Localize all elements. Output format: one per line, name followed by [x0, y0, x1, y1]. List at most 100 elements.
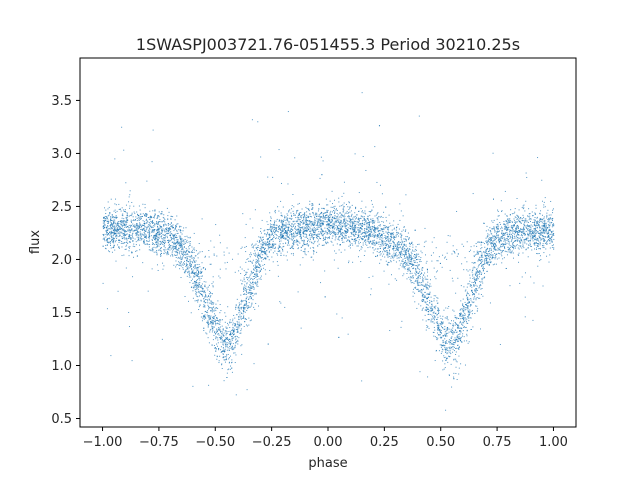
data-point	[325, 231, 327, 233]
data-point	[399, 203, 401, 205]
data-point	[398, 243, 400, 245]
data-point	[320, 216, 322, 218]
data-point	[242, 313, 244, 315]
data-point	[409, 267, 411, 269]
data-point	[314, 217, 316, 219]
data-point	[110, 230, 112, 232]
data-point	[108, 221, 110, 223]
data-point	[192, 248, 194, 250]
data-point	[274, 233, 276, 235]
data-point	[313, 253, 315, 255]
data-point	[531, 215, 533, 217]
data-point	[543, 226, 545, 228]
data-point	[146, 222, 148, 224]
data-point	[344, 230, 346, 232]
data-point	[294, 157, 296, 159]
data-point	[319, 225, 321, 227]
data-point	[546, 216, 548, 218]
data-point	[292, 247, 294, 249]
data-point	[249, 287, 251, 289]
data-point	[499, 223, 501, 225]
data-point	[545, 223, 547, 225]
data-point	[347, 212, 349, 214]
data-point	[516, 214, 518, 216]
data-point	[214, 308, 216, 310]
data-point	[193, 276, 195, 278]
data-point	[276, 230, 278, 232]
data-point	[476, 297, 478, 299]
data-point	[158, 249, 160, 251]
data-point	[470, 317, 472, 319]
data-point	[514, 240, 516, 242]
data-point	[390, 236, 392, 238]
data-point	[429, 283, 431, 285]
data-point	[126, 218, 128, 220]
data-point	[293, 232, 295, 234]
data-point	[418, 253, 420, 255]
data-point	[398, 268, 400, 270]
data-point	[298, 233, 300, 235]
data-point	[457, 337, 459, 339]
data-point	[264, 269, 266, 271]
data-point	[335, 219, 337, 221]
data-point	[379, 224, 381, 226]
data-point	[318, 222, 320, 224]
data-point	[457, 277, 459, 279]
data-point	[376, 234, 378, 236]
data-point	[415, 270, 417, 272]
data-point	[261, 257, 263, 259]
data-point	[417, 278, 419, 280]
data-point	[485, 249, 487, 251]
data-point	[244, 237, 246, 239]
data-point	[258, 260, 260, 262]
data-point	[342, 209, 344, 211]
data-point	[476, 289, 478, 291]
data-point	[503, 240, 505, 242]
data-point	[180, 230, 182, 232]
data-point	[209, 290, 211, 292]
data-point	[431, 303, 433, 305]
data-point	[466, 340, 468, 342]
data-point	[437, 297, 439, 299]
data-point	[230, 343, 232, 345]
data-point	[305, 218, 307, 220]
data-point	[530, 218, 532, 220]
data-point	[270, 226, 272, 228]
data-point	[527, 256, 529, 258]
data-point	[524, 225, 526, 227]
data-point	[314, 234, 316, 236]
data-point	[175, 246, 177, 248]
data-point	[332, 230, 334, 232]
data-point	[107, 208, 109, 210]
data-point	[163, 237, 165, 239]
data-point	[462, 314, 464, 316]
data-point	[114, 249, 116, 251]
data-point	[509, 221, 511, 223]
data-point	[147, 290, 149, 292]
data-point	[204, 290, 206, 292]
data-point	[150, 227, 152, 229]
data-point	[503, 238, 505, 240]
data-point	[467, 305, 469, 307]
data-point	[302, 244, 304, 246]
data-point	[536, 226, 538, 228]
data-point	[277, 247, 279, 249]
data-point	[546, 241, 548, 243]
data-point	[499, 237, 501, 239]
data-point	[194, 281, 196, 283]
data-point	[211, 317, 213, 318]
data-point	[340, 251, 342, 253]
data-point	[487, 250, 489, 252]
data-point	[244, 300, 246, 302]
data-point	[155, 221, 157, 223]
data-point	[211, 321, 213, 323]
data-point	[371, 231, 373, 233]
data-point	[490, 261, 492, 263]
data-point	[362, 242, 364, 244]
data-point	[390, 244, 392, 246]
data-point	[440, 323, 442, 325]
data-point	[318, 235, 320, 237]
data-point	[327, 237, 329, 239]
data-point	[241, 353, 243, 355]
data-point	[397, 232, 399, 234]
